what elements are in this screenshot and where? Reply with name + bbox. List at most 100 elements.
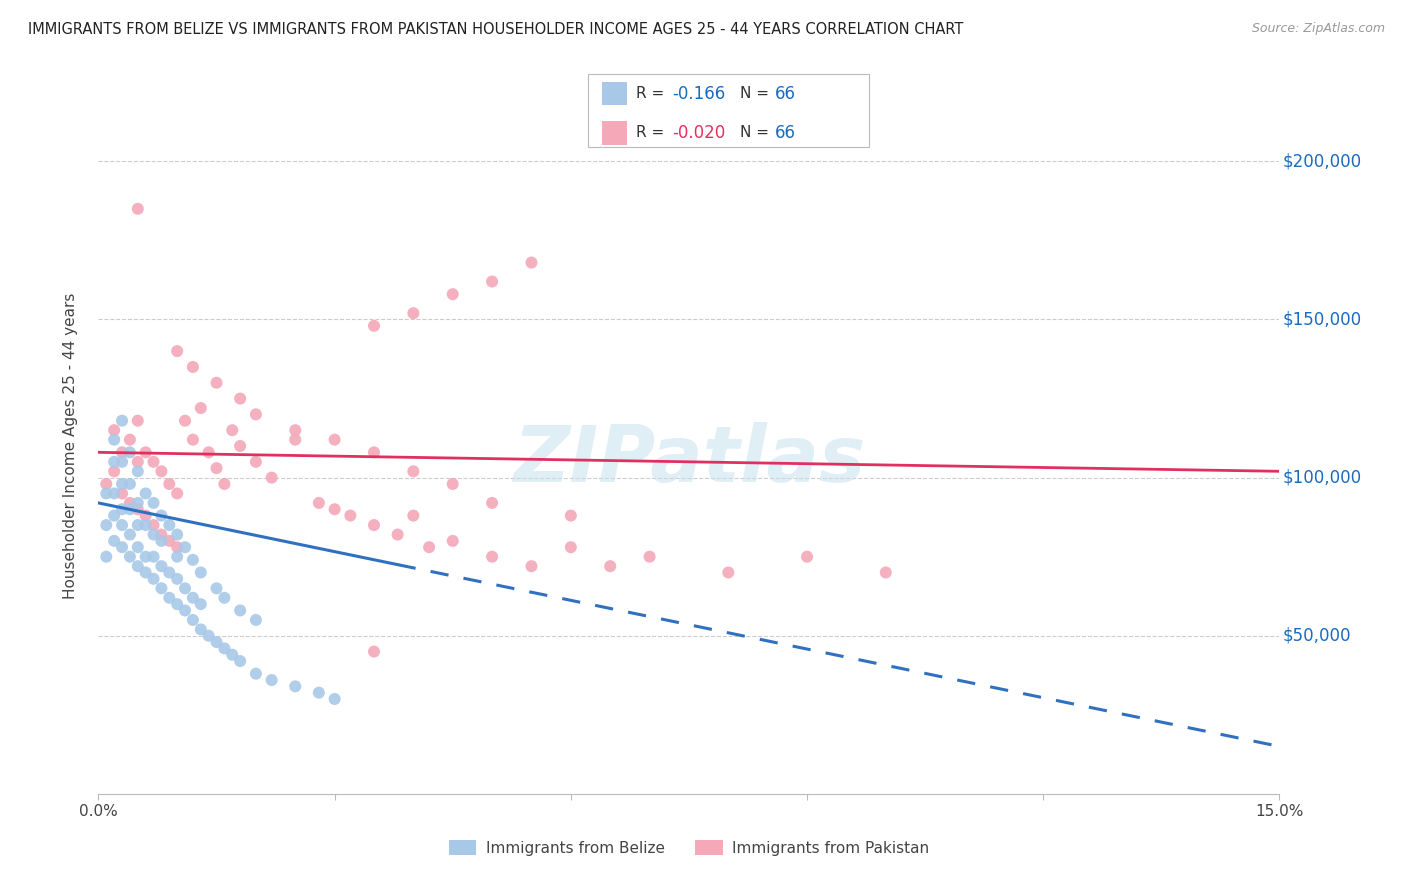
Point (717, 566, 740, 580)
Point (441, 287, 464, 301)
Point (284, 423, 307, 437)
Point (214, 477, 236, 491)
Point (111, 414, 134, 428)
Point (166, 486, 188, 500)
Point (135, 566, 157, 580)
Point (157, 533, 180, 548)
Point (96, 549, 118, 564)
Text: -0.166: -0.166 (672, 85, 725, 103)
Point (260, 470, 283, 484)
Point (181, 613, 204, 627)
Point (245, 613, 267, 627)
Point (190, 623, 212, 637)
Point (127, 202, 149, 216)
Point (323, 692, 346, 706)
Point (245, 666, 267, 681)
Point (796, 549, 818, 564)
Point (142, 527, 165, 541)
Point (103, 455, 125, 469)
Point (363, 518, 385, 533)
Point (441, 533, 464, 548)
Point (174, 582, 197, 596)
Text: N =: N = (740, 126, 773, 140)
Point (157, 477, 180, 491)
Point (560, 540, 582, 554)
Point (174, 414, 197, 428)
Point (111, 455, 134, 469)
Y-axis label: Householder Income Ages 25 - 44 years: Householder Income Ages 25 - 44 years (63, 293, 77, 599)
Point (150, 533, 173, 548)
Point (157, 518, 180, 533)
Point (599, 559, 621, 574)
Point (127, 464, 149, 478)
Point (205, 635, 228, 649)
Point (481, 496, 503, 510)
Point (127, 496, 149, 510)
Point (111, 486, 134, 500)
Point (118, 433, 141, 447)
Point (190, 566, 212, 580)
Text: R =: R = (636, 87, 669, 101)
Point (205, 376, 228, 390)
Point (111, 445, 134, 459)
Point (96, 477, 118, 491)
Point (142, 518, 165, 533)
Point (127, 502, 149, 516)
Point (402, 464, 425, 478)
Point (520, 559, 543, 574)
Point (118, 477, 141, 491)
Point (174, 540, 197, 554)
Point (166, 540, 188, 554)
Point (127, 518, 149, 533)
Point (96, 518, 118, 533)
Text: 66: 66 (775, 85, 796, 103)
Point (229, 439, 252, 453)
Point (127, 414, 149, 428)
Point (229, 654, 252, 668)
Point (387, 527, 409, 541)
Point (481, 549, 503, 564)
Point (339, 508, 361, 523)
Point (245, 408, 267, 422)
Point (181, 433, 204, 447)
Point (135, 549, 157, 564)
Point (150, 464, 173, 478)
Point (875, 566, 897, 580)
Legend: Immigrants from Belize, Immigrants from Pakistan: Immigrants from Belize, Immigrants from … (449, 840, 929, 855)
Text: $150,000: $150,000 (1284, 310, 1362, 328)
Point (441, 477, 464, 491)
Point (166, 527, 188, 541)
Point (174, 603, 197, 617)
Point (103, 486, 125, 500)
Point (205, 582, 228, 596)
Point (127, 455, 149, 469)
Point (118, 502, 141, 516)
Point (402, 306, 425, 320)
Point (135, 518, 157, 533)
Point (127, 540, 149, 554)
Point (166, 344, 188, 359)
Text: $50,000: $50,000 (1284, 627, 1351, 645)
Point (323, 502, 346, 516)
Point (150, 582, 173, 596)
Point (221, 648, 243, 662)
Point (111, 540, 134, 554)
Point (142, 496, 165, 510)
Point (402, 508, 425, 523)
Point (111, 502, 134, 516)
Point (197, 629, 219, 643)
Point (103, 433, 125, 447)
Point (127, 559, 149, 574)
Point (103, 533, 125, 548)
Point (118, 445, 141, 459)
Point (284, 433, 307, 447)
Point (118, 527, 141, 541)
Point (142, 455, 165, 469)
Text: 66: 66 (775, 124, 796, 142)
Text: $200,000: $200,000 (1284, 153, 1362, 170)
Point (363, 445, 385, 459)
Point (205, 461, 228, 475)
Point (103, 423, 125, 437)
Point (142, 549, 165, 564)
Point (221, 423, 243, 437)
